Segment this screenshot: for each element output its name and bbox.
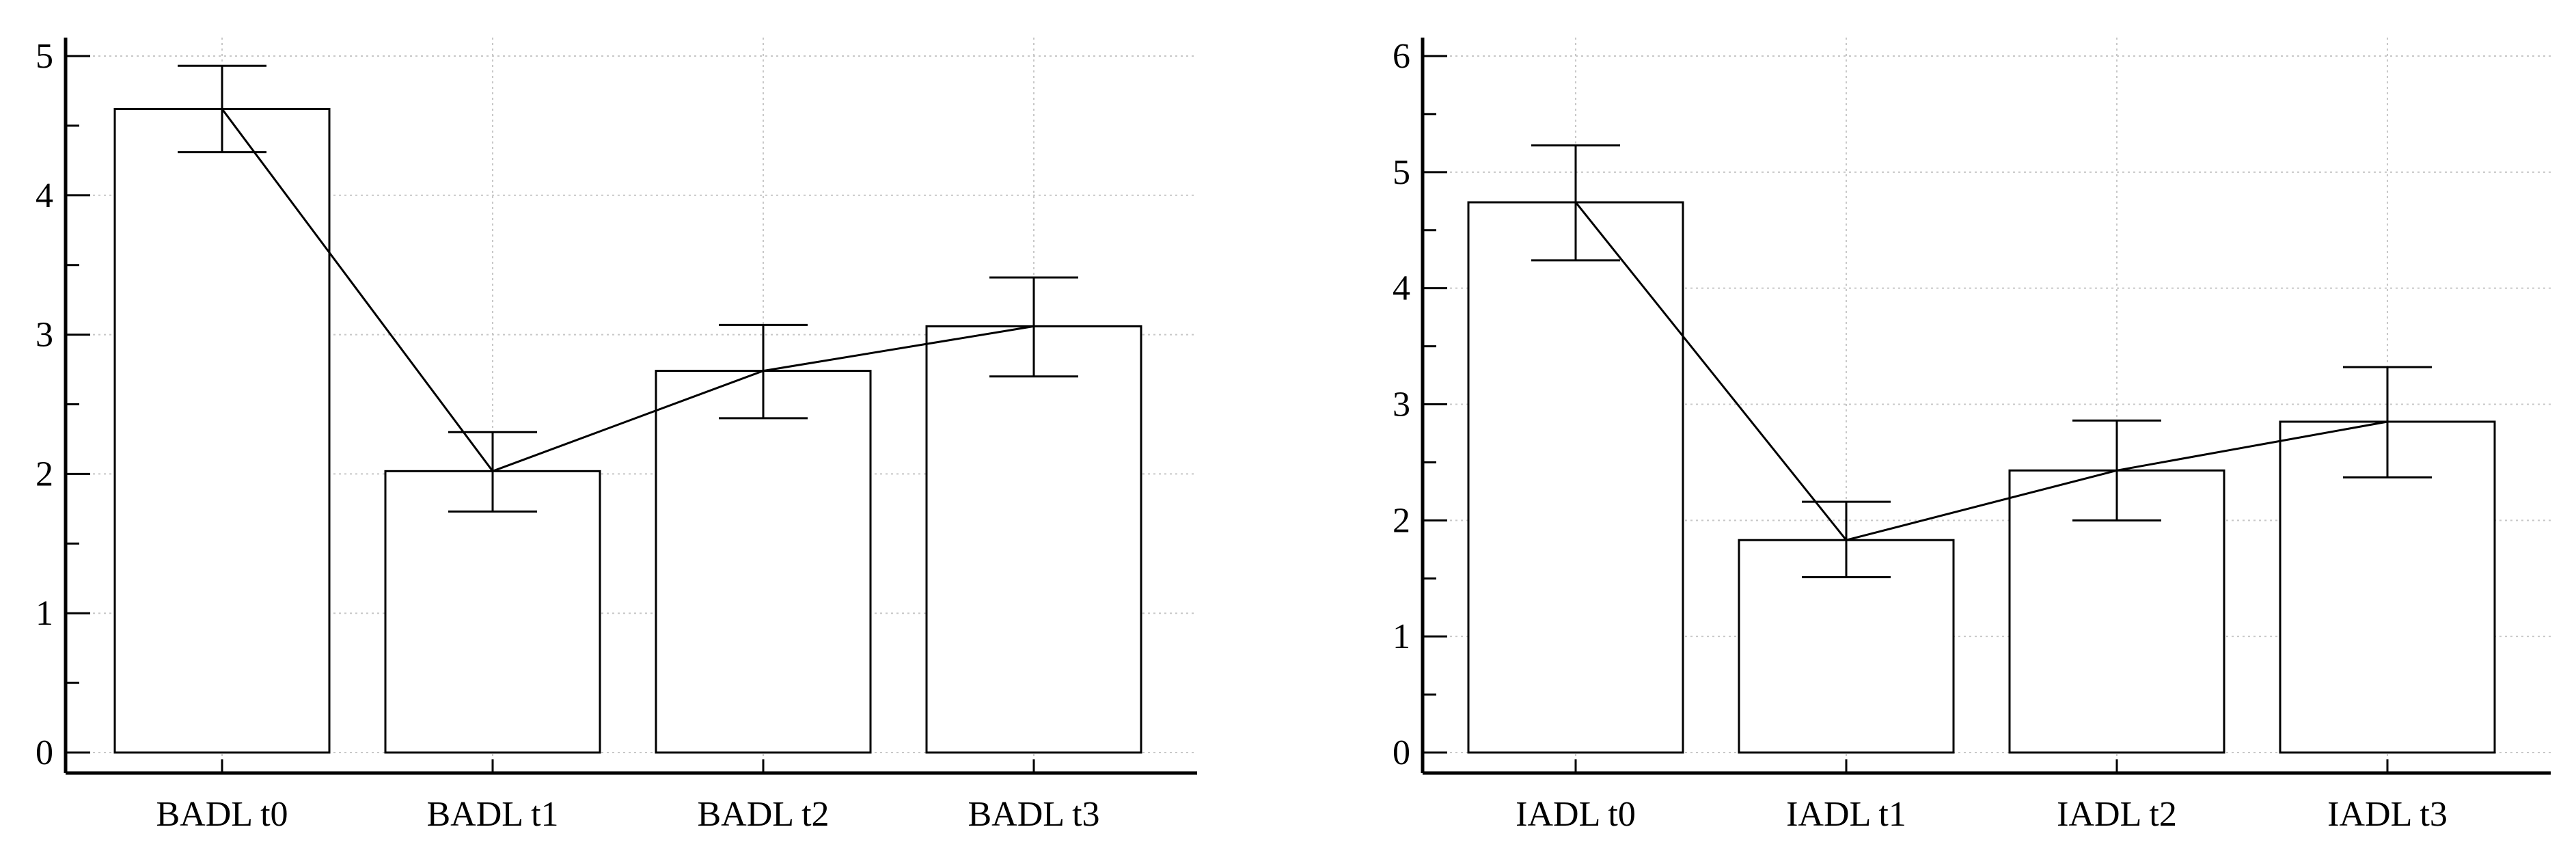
- category-label: IADL t3: [2327, 795, 2448, 834]
- y-tick-label: 3: [36, 316, 53, 355]
- iadl-chart: 0 1 2 3 4 5 6 IADL t0 IADL t1 IADL t2 IADL t3: [1393, 37, 2551, 834]
- category-label: BADL t3: [968, 795, 1099, 834]
- y-tick-label: 2: [36, 455, 53, 493]
- category-label: IADL t0: [1516, 795, 1636, 834]
- category-label: IADL t2: [2057, 795, 2177, 834]
- category-label: IADL t1: [1786, 795, 1906, 834]
- y-tick-label: 1: [36, 594, 53, 633]
- y-tick-label: 6: [1393, 37, 1410, 76]
- y-tick-label: 4: [1393, 269, 1410, 308]
- bar-badl-t2: [655, 370, 872, 754]
- bar-badl-t0: [113, 107, 331, 754]
- category-label: BADL t1: [426, 795, 558, 834]
- category-label: BADL t0: [156, 795, 288, 834]
- bar-iadl-t0: [1467, 201, 1684, 754]
- y-tick-label: 0: [1393, 733, 1410, 772]
- mean-connecting-line: [1574, 202, 2388, 541]
- y-tick-label: 0: [36, 733, 53, 772]
- y-tick-label: 5: [36, 37, 53, 76]
- category-label: BADL t2: [697, 795, 829, 834]
- badl-chart: 0 1 2 3 4 5 BADL t0 BADL t1 BADL t2 BADL t3: [36, 37, 1197, 834]
- bar-badl-t1: [384, 470, 601, 754]
- y-tick-label: 2: [1393, 501, 1410, 540]
- mean-connecting-line: [221, 108, 1034, 473]
- y-tick-label: 4: [36, 176, 53, 215]
- y-tick-label: 3: [1393, 385, 1410, 424]
- y-tick-label: 5: [1393, 153, 1410, 192]
- bar-badl-t3: [925, 325, 1142, 754]
- y-tick-label: 1: [1393, 617, 1410, 656]
